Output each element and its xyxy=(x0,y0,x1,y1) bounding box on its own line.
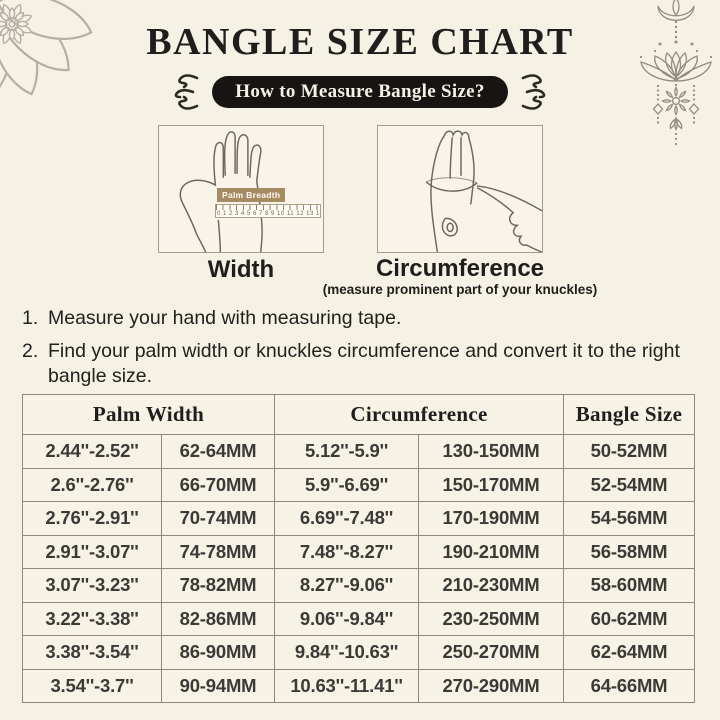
table-cell: 3.38''-3.54'' xyxy=(22,635,162,670)
table-cell: 6.69''-7.48'' xyxy=(274,501,419,536)
circumference-diagram-box xyxy=(377,125,543,253)
table-cell: 50-52MM xyxy=(563,434,696,469)
table-row: 3.22''-3.38'' 82-86MM 9.06''-9.84'' 230-250… xyxy=(22,601,696,636)
ruler-ticks xyxy=(216,205,320,210)
table-cell: 190-210MM xyxy=(417,534,565,569)
table-cell: 250-270MM xyxy=(417,635,565,670)
table-cell: 58-60MM xyxy=(563,568,696,603)
table-cell: 130-150MM xyxy=(417,434,565,469)
how-to-measure-banner: How to Measure Bangle Size? xyxy=(212,76,508,108)
table-cell: 56-58MM xyxy=(563,534,696,569)
table-cell: 82-86MM xyxy=(161,601,275,636)
curly-flourish-icon xyxy=(521,74,546,110)
table-cell: 64-66MM xyxy=(563,668,696,703)
table-cell: 5.12''-5.9'' xyxy=(274,434,419,469)
ruler-numbers: 0 1 2 3 4 5 6 7 8 9 10 11 12 13 14 xyxy=(217,211,321,217)
table-cell: 3.07''-3.23'' xyxy=(22,568,162,603)
table-cell: 10.63''-11.41'' xyxy=(274,668,419,703)
table-cell: 66-70MM xyxy=(161,467,275,502)
table-cell: 3.54''-3.7'' xyxy=(22,668,162,703)
table-row: 2.91''-3.07'' 74-78MM 7.48''-8.27'' 190-210… xyxy=(22,534,696,569)
table-cell: 62-64MM xyxy=(563,635,696,670)
table-cell: 78-82MM xyxy=(161,568,275,603)
instruction-step: 2. Find your palm width or knuckles circ… xyxy=(22,339,688,390)
circumference-note: (measure prominent part of your knuckles… xyxy=(322,282,598,297)
instruction-text: Measure your hand with measuring tape. xyxy=(48,307,402,329)
curly-flourish-icon xyxy=(174,74,199,110)
table-cell: 9.84''-10.63'' xyxy=(274,635,419,670)
ruler: 0 1 2 3 4 5 6 7 8 9 10 11 12 13 14 xyxy=(215,204,321,218)
table-cell: 210-230MM xyxy=(417,568,565,603)
table-cell: 270-290MM xyxy=(417,668,565,703)
table-cell: 70-74MM xyxy=(161,501,275,536)
table-row: 2.44''-2.52'' 62-64MM 5.12''-5.9'' 130-150M… xyxy=(22,434,696,469)
table-cell: 62-64MM xyxy=(161,434,275,469)
width-diagram-box: Palm Breadth 0 1 2 3 4 5 6 7 8 9 10 11 1… xyxy=(158,125,324,253)
table-cell: 5.9''-6.69'' xyxy=(274,467,419,502)
circumference-label-block: Circumference (measure prominent part of… xyxy=(310,255,610,298)
table-cell: 230-250MM xyxy=(417,601,565,636)
width-label: Width xyxy=(207,256,275,283)
instructions-list: 1. Measure your hand with measuring tape… xyxy=(22,306,688,397)
table-cell: 54-56MM xyxy=(563,501,696,536)
table-row: 3.07''-3.23'' 78-82MM 8.27''-9.06'' 210-230… xyxy=(22,568,696,603)
instruction-number: 2. xyxy=(22,339,39,362)
hand-knuckle-measure-icon xyxy=(425,130,542,252)
table-cell: 7.48''-8.27'' xyxy=(274,534,419,569)
table-row: 2.76''-2.91'' 70-74MM 6.69''-7.48'' 170-190… xyxy=(22,501,696,536)
table-cell: 2.76''-2.91'' xyxy=(22,501,162,536)
table-cell: 90-94MM xyxy=(161,668,275,703)
page-title: BANGLE SIZE CHART xyxy=(146,21,574,63)
table-header-row: Palm Width Circumference Bangle Size xyxy=(22,394,696,435)
circumference-header: Circumference xyxy=(273,394,565,435)
table-cell: 8.27''-9.06'' xyxy=(274,568,419,603)
table-cell: 74-78MM xyxy=(161,534,275,569)
instruction-step: 1. Measure your hand with measuring tape… xyxy=(22,306,688,332)
table-cell: 52-54MM xyxy=(563,467,696,502)
table-cell: 170-190MM xyxy=(417,501,565,536)
bangle-size-header: Bangle Size xyxy=(563,394,696,435)
table-cell: 2.91''-3.07'' xyxy=(22,534,162,569)
size-table-body: 2.44''-2.52'' 62-64MM 5.12''-5.9'' 130-150M… xyxy=(22,434,696,703)
palm-width-header: Palm Width xyxy=(22,394,275,435)
table-cell: 9.06''-9.84'' xyxy=(274,601,419,636)
mandala-flower-icon xyxy=(0,0,93,101)
table-cell: 86-90MM xyxy=(161,635,275,670)
lotus-pendant-icon xyxy=(639,0,713,146)
table-cell: 2.44''-2.52'' xyxy=(22,434,162,469)
table-cell: 60-62MM xyxy=(563,601,696,636)
banner-row: How to Measure Bangle Size? xyxy=(0,72,720,112)
table-row: 3.54''-3.7'' 90-94MM 10.63''-11.41'' 270-29… xyxy=(22,668,696,703)
table-cell: 3.22''-3.38'' xyxy=(22,601,162,636)
size-table-header: Palm Width Circumference Bangle Size xyxy=(22,394,696,435)
table-row: 3.38''-3.54'' 86-90MM 9.84''-10.63'' 250-27… xyxy=(22,635,696,670)
instruction-text: Find your palm width or knuckles circumf… xyxy=(48,339,680,388)
circumference-label: Circumference xyxy=(375,255,545,282)
table-row: 2.6''-2.76'' 66-70MM 5.9''-6.69'' 150-170MM… xyxy=(22,467,696,502)
size-table: Palm Width Circumference Bangle Size 2.4… xyxy=(22,394,696,703)
table-cell: 150-170MM xyxy=(417,467,565,502)
table-cell: 2.6''-2.76'' xyxy=(22,467,162,502)
instruction-number: 1. xyxy=(22,307,39,329)
palm-breadth-tape-label: Palm Breadth xyxy=(217,188,286,202)
